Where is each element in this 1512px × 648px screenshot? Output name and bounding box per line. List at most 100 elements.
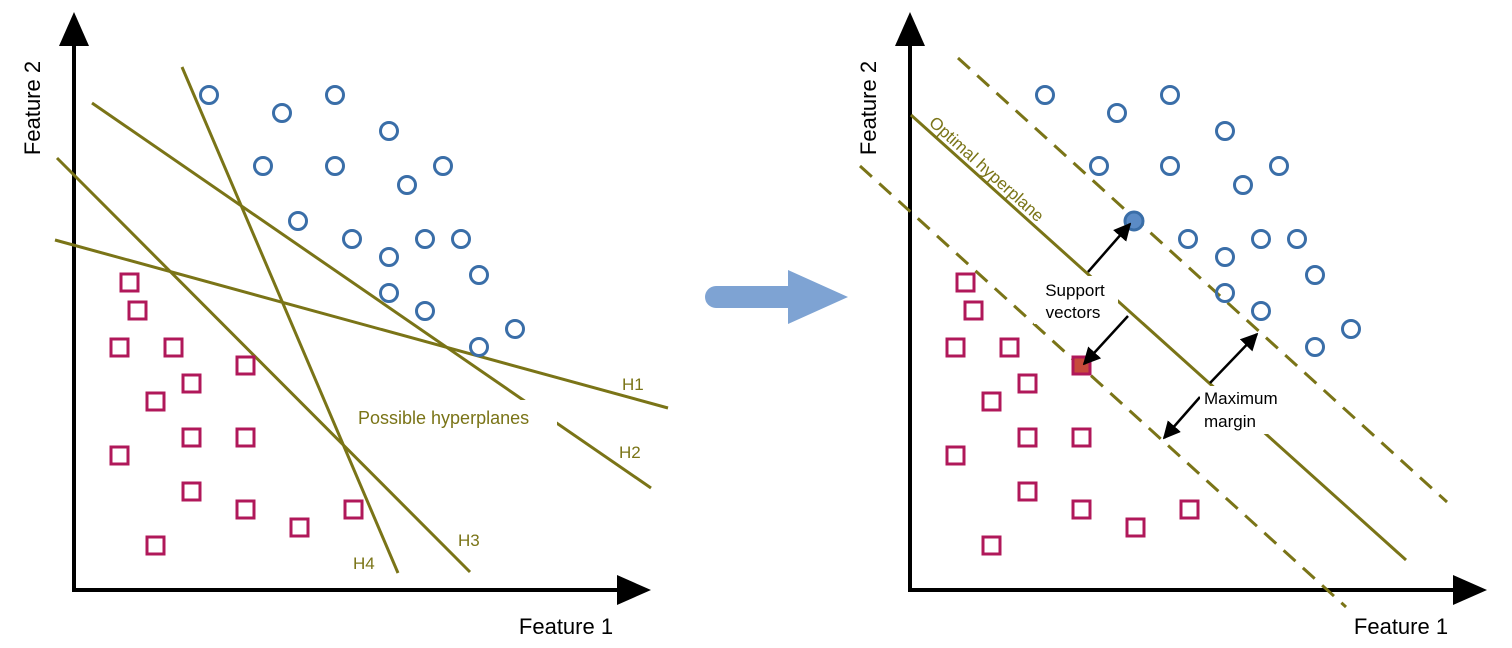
y-axis-arrowhead — [59, 12, 89, 46]
square-point — [181, 427, 202, 448]
circle-point — [199, 85, 219, 105]
circle-point — [469, 265, 489, 285]
circle-point — [253, 156, 273, 176]
circle-point — [433, 156, 453, 176]
support-arrow-down — [1082, 315, 1129, 366]
square-point — [181, 373, 202, 394]
square-point — [163, 337, 184, 358]
x-axis-arrowhead — [617, 575, 651, 605]
circle-point — [1251, 301, 1271, 321]
y-axis-label: Feature 2 — [20, 61, 45, 155]
circle-point — [1269, 156, 1289, 176]
hyperplane-h3 — [55, 156, 472, 574]
square-point — [1125, 517, 1146, 538]
hyperplane-label-h3: H3 — [458, 531, 480, 550]
circle-point — [1107, 103, 1127, 123]
circle-point — [1233, 175, 1253, 195]
square-point — [1071, 499, 1092, 520]
circle-point — [1305, 265, 1325, 285]
circle-point — [342, 229, 362, 249]
square-point — [963, 300, 984, 321]
circle-point — [379, 121, 399, 141]
square-point — [119, 272, 140, 293]
square-point — [1017, 427, 1038, 448]
circle-point — [288, 211, 308, 231]
square-point — [181, 481, 202, 502]
square-point — [235, 427, 256, 448]
circle-point — [1341, 319, 1361, 339]
hyperplane-label-h4: H4 — [353, 554, 375, 573]
hyperplane-h2 — [91, 101, 652, 490]
circle-point — [397, 175, 417, 195]
circle-point — [451, 229, 471, 249]
square-point — [289, 517, 310, 538]
square-point — [235, 355, 256, 376]
maximum-margin-label-line2: margin — [1204, 412, 1256, 431]
circle-point — [1287, 229, 1307, 249]
margin-arrow-down — [1162, 396, 1201, 440]
square-point — [945, 337, 966, 358]
caption-background — [352, 400, 557, 430]
circle-point — [379, 283, 399, 303]
circle-point — [1251, 229, 1271, 249]
circle-point — [415, 229, 435, 249]
square-point — [1017, 481, 1038, 502]
circle-point — [1160, 85, 1180, 105]
square-point — [1017, 373, 1038, 394]
lower-margin-line — [858, 164, 1348, 609]
circle-point — [1035, 85, 1055, 105]
square-point — [1071, 427, 1092, 448]
hyperplane-h1 — [54, 238, 669, 410]
circle-point — [325, 85, 345, 105]
left-panel: Feature 1 Feature 2 H1 H2 H3 H4 Possible… — [20, 12, 669, 639]
maximum-margin-label-line1: Maximum — [1204, 389, 1278, 408]
circle-point — [1305, 337, 1325, 357]
support-arrow-up — [1087, 222, 1132, 273]
circle-point — [272, 103, 292, 123]
x-axis-label: Feature 1 — [519, 614, 613, 639]
square-point — [999, 337, 1020, 358]
circle-point — [1215, 283, 1235, 303]
support-label-background — [1034, 276, 1118, 324]
circle-point — [1178, 229, 1198, 249]
square-point — [127, 300, 148, 321]
square-point — [981, 535, 1002, 556]
hyperplane-label-h1: H1 — [622, 375, 644, 394]
circle-point — [1160, 156, 1180, 176]
square-point — [955, 272, 976, 293]
y-axis-arrowhead — [895, 12, 925, 46]
support-vectors-label-line2: vectors — [1046, 303, 1101, 322]
hyperplane-label-h2: H2 — [619, 443, 641, 462]
x-axis-label: Feature 1 — [1354, 614, 1448, 639]
x-axis-arrowhead — [1453, 575, 1487, 605]
upper-margin-line — [956, 56, 1449, 504]
circle-point — [379, 247, 399, 267]
hyperplane-h4 — [180, 66, 400, 574]
circle-point — [469, 337, 489, 357]
square-class-points — [109, 272, 364, 556]
square-point — [145, 391, 166, 412]
square-class-points — [945, 272, 1200, 556]
square-point — [145, 535, 166, 556]
square-point — [1179, 499, 1200, 520]
support-vectors-label-line1: Support — [1045, 281, 1105, 300]
circle-class-points — [199, 85, 525, 357]
margin-label-background — [1200, 386, 1296, 434]
right-arrow-icon — [705, 270, 848, 324]
optimal-hyperplane-line — [909, 113, 1408, 562]
square-point — [235, 499, 256, 520]
circle-point — [1215, 247, 1235, 267]
circle-class-points — [1035, 85, 1361, 357]
square-point — [981, 391, 1002, 412]
square-point — [109, 337, 130, 358]
circle-point — [505, 319, 525, 339]
square-point — [109, 445, 130, 466]
circle-point — [1089, 156, 1109, 176]
circle-point — [415, 301, 435, 321]
optimal-hyperplane-label: Optimal hyperplane — [925, 113, 1047, 226]
circle-point — [325, 156, 345, 176]
margin-arrow-up — [1209, 332, 1259, 384]
circle-point — [1215, 121, 1235, 141]
right-panel: Feature 1 Feature 2 Optimal hyperplane — [856, 12, 1487, 639]
